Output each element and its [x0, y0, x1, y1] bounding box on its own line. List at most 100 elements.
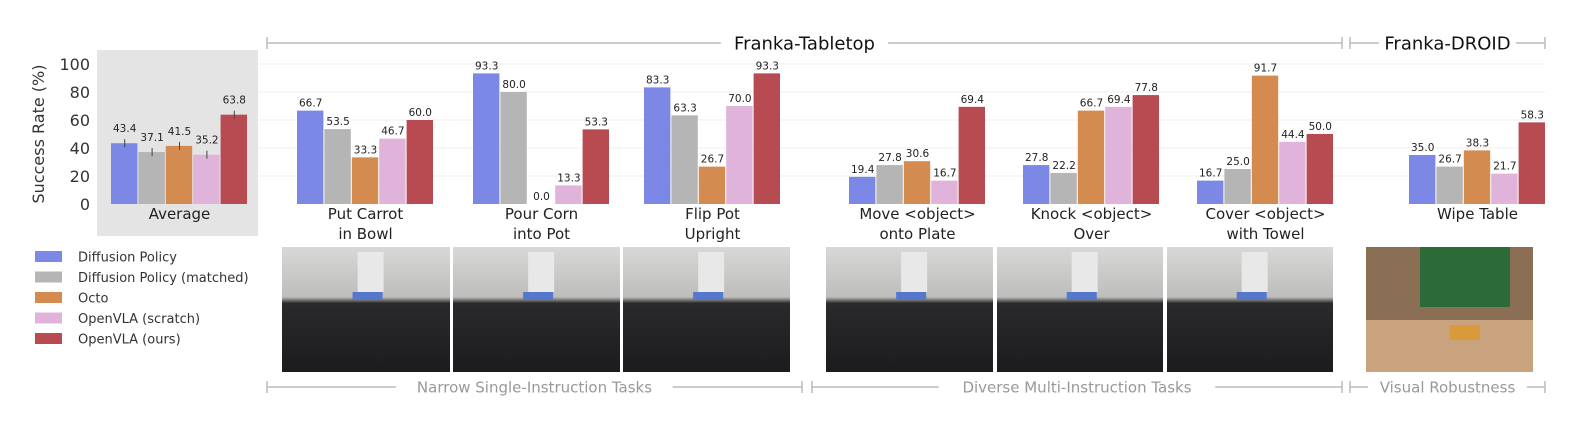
data-label: 35.2: [195, 135, 218, 147]
data-label: 93.3: [475, 60, 498, 72]
legend-swatch: [35, 333, 62, 344]
bar: [644, 87, 671, 204]
bar: [1224, 169, 1251, 204]
bar: [1279, 141, 1306, 204]
x-tick-label: Over: [1073, 225, 1110, 243]
y-tick-label: 100: [59, 55, 90, 74]
data-label: 77.8: [1135, 82, 1158, 94]
y-tick-label: 20: [70, 167, 90, 186]
data-label: 21.7: [1493, 161, 1516, 173]
bar: [1023, 165, 1050, 204]
data-label: 33.3: [354, 144, 377, 156]
data-label: 58.3: [1521, 109, 1544, 121]
robot-gripper: [896, 292, 927, 300]
x-tick-label: Wipe Table: [1437, 205, 1518, 223]
data-label: 63.8: [223, 95, 246, 107]
bar: [1132, 95, 1159, 204]
robot-gripper: [352, 292, 383, 300]
data-label: 44.4: [1281, 129, 1305, 141]
bar: [849, 176, 876, 204]
franka-tabletop-bracket-label: Franka-Tabletop: [734, 33, 875, 54]
bar: [1050, 172, 1077, 204]
legend-label: OpenVLA (scratch): [78, 312, 200, 327]
y-tick-label: 60: [70, 111, 90, 130]
bar: [324, 129, 351, 204]
bar: [1197, 180, 1224, 204]
bar: [473, 73, 500, 204]
bar: [555, 185, 582, 204]
x-tick-label: into Pot: [513, 225, 570, 243]
bar: [671, 115, 698, 204]
data-label: 66.7: [299, 98, 322, 110]
y-tick-label: 80: [70, 83, 90, 102]
robot-gripper: [1066, 292, 1097, 300]
data-label: 41.5: [168, 126, 191, 138]
legend-swatch: [35, 292, 62, 303]
data-label: 16.7: [933, 168, 956, 180]
y-tick-label: 0: [80, 195, 90, 214]
data-label: 50.0: [1309, 121, 1332, 133]
x-tick-label: Knock <object>: [1031, 205, 1153, 223]
x-tick-label: Flip Pot: [685, 205, 740, 223]
bar: [1463, 150, 1491, 204]
robot-arm: [901, 252, 928, 292]
data-label: 46.7: [381, 126, 404, 138]
bar: [1491, 173, 1518, 204]
data-label: 53.3: [585, 116, 608, 128]
franka-droid-bracket-label: Franka-DROID: [1384, 33, 1510, 54]
x-tick-label: onto Plate: [879, 225, 955, 243]
x-tick-label: Move <object>: [859, 205, 975, 223]
data-label: 27.8: [878, 152, 901, 164]
data-label: 69.4: [961, 94, 985, 106]
data-label: 35.0: [1411, 142, 1434, 154]
bar: [138, 152, 165, 204]
narrow-tasks-bracket-label: Narrow Single-Instruction Tasks: [417, 378, 652, 396]
robot-gripper: [693, 292, 724, 300]
y-tick-label: 40: [70, 139, 90, 158]
bar: [726, 106, 753, 204]
data-label: 83.3: [646, 74, 669, 86]
robot-gripper: [523, 292, 554, 300]
diverse-tasks-bracket-label: Diverse Multi-Instruction Tasks: [962, 378, 1191, 396]
data-label: 25.0: [1226, 156, 1249, 168]
sponge: [1450, 325, 1480, 340]
robot-arm: [1241, 252, 1268, 292]
bar: [753, 73, 780, 204]
bar: [1077, 110, 1105, 204]
green-screen: [1420, 247, 1510, 307]
bar: [1105, 106, 1132, 204]
data-label: 0.0: [533, 191, 550, 203]
x-tick-label: Average: [149, 205, 211, 223]
bar: [379, 138, 406, 204]
data-label: 70.0: [728, 93, 751, 105]
data-label: 69.4: [1107, 94, 1131, 106]
data-label: 66.7: [1080, 98, 1103, 110]
data-label: 19.4: [851, 164, 875, 176]
x-tick-label: Cover <object>: [1205, 205, 1325, 223]
legend-swatch: [35, 271, 62, 283]
legend-swatch: [35, 312, 62, 324]
x-tick-label: Upright: [685, 225, 741, 243]
data-label: 16.7: [1199, 168, 1222, 180]
bar: [582, 129, 609, 204]
bar: [931, 180, 958, 204]
bar: [1251, 75, 1279, 205]
x-tick-label: Pour Corn: [505, 205, 578, 223]
robot-gripper: [1236, 292, 1267, 300]
robot-arm: [698, 252, 725, 292]
data-label: 13.3: [557, 172, 580, 184]
bar: [1436, 166, 1463, 204]
bar: [165, 145, 193, 204]
legend-label: Diffusion Policy (matched): [78, 271, 249, 286]
robot-arm: [357, 252, 384, 292]
legend-label: Octo: [78, 292, 108, 307]
bar: [1518, 122, 1545, 204]
legend-swatch: [35, 251, 62, 262]
data-label: 38.3: [1466, 137, 1489, 149]
data-label: 26.7: [1438, 154, 1461, 166]
data-label: 63.3: [673, 102, 696, 114]
visual-robustness-bracket-label: Visual Robustness: [1380, 378, 1516, 396]
legend-label: OpenVLA (ours): [78, 333, 181, 348]
